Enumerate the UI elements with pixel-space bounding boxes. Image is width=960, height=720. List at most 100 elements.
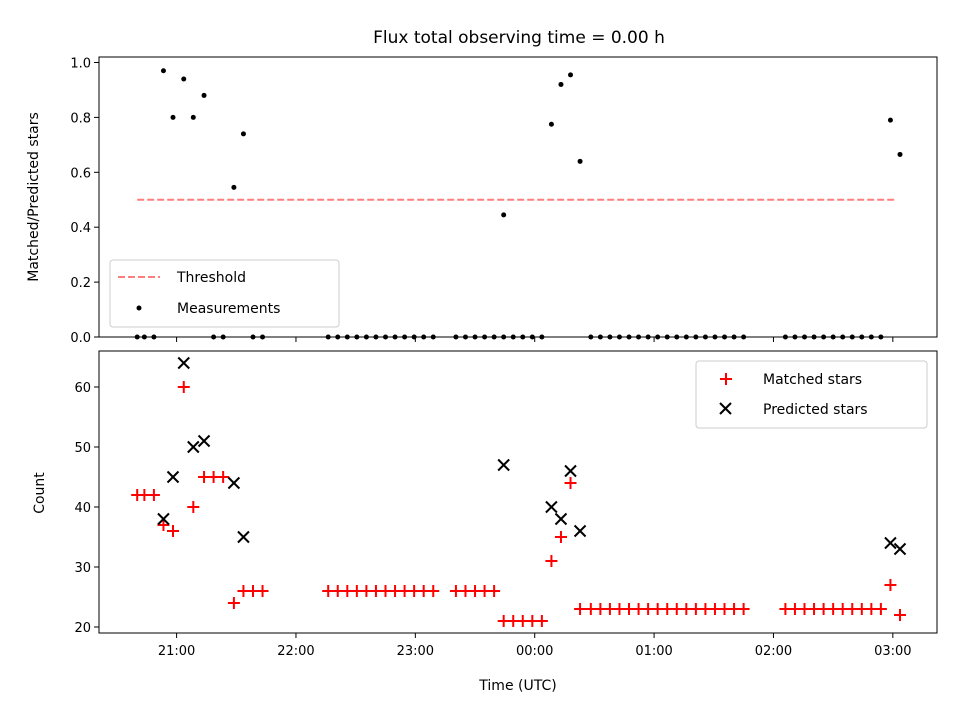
bottom-legend: Matched stars Predicted stars — [695, 360, 928, 429]
matched-star-point — [574, 603, 587, 615]
matched-star-point — [227, 597, 240, 609]
bottom-y-tick-label: 20 — [74, 621, 91, 636]
measurement-point — [344, 334, 350, 340]
predicted-star-point — [497, 458, 510, 472]
measurement-point — [211, 334, 217, 340]
matched-star-point — [554, 531, 567, 543]
top-y-tick-label: 0.8 — [70, 111, 91, 126]
matched-star-point — [147, 489, 160, 501]
predicted-star-point — [197, 434, 211, 448]
bottom-y-tick-label: 30 — [74, 561, 91, 576]
x-tick-label: 03:00 — [874, 644, 911, 659]
predicted-star-point — [187, 440, 200, 454]
matched-star-point — [256, 585, 269, 597]
x-tick-label: 23:00 — [397, 644, 434, 659]
measurement-point — [231, 184, 237, 190]
legend-threshold-label: Threshold — [176, 270, 246, 286]
measurement-point — [849, 334, 855, 340]
matched-star-point — [564, 477, 577, 489]
measurement-point — [354, 334, 360, 340]
bottom-x-ticks: 21:00 22:00 23:00 00:00 01:00 02:00 03:00 — [158, 633, 912, 659]
top-y-tick-label: 0.2 — [70, 276, 91, 291]
measurement-point — [325, 334, 331, 340]
measurement-point — [702, 334, 708, 340]
matched-star-point — [157, 519, 170, 531]
matched-star-point — [488, 585, 501, 597]
measurement-point — [482, 334, 488, 340]
measurement-point — [722, 334, 728, 340]
matched-star-point — [187, 501, 200, 513]
measurement-point — [201, 92, 207, 98]
predicted-star-point — [573, 524, 587, 538]
top-y-tick-label: 1.0 — [70, 56, 91, 71]
bottom-y-ticks: 20 30 40 50 60 — [74, 381, 99, 636]
matched-star-point — [737, 603, 750, 615]
predicted-star-point — [157, 512, 170, 526]
measurement-point — [529, 334, 535, 340]
measurement-point — [190, 114, 196, 120]
measurement-point — [607, 334, 613, 340]
predicted-star-point — [884, 536, 897, 550]
measurement-point — [421, 334, 427, 340]
x-tick-label: 01:00 — [635, 644, 672, 659]
bottom-y-tick-label: 50 — [74, 441, 91, 456]
measurement-point — [683, 334, 689, 340]
x-tick-label: 21:00 — [158, 644, 195, 659]
measurement-point — [373, 334, 379, 340]
legend-measurements-label: Measurements — [177, 301, 280, 317]
matched-star-point — [177, 381, 190, 393]
matched-star-point — [893, 609, 906, 621]
measurement-point — [616, 334, 622, 340]
x-tick-label: 22:00 — [277, 644, 314, 659]
measurement-point — [878, 334, 884, 340]
legend-matched-label: Matched stars — [763, 372, 862, 388]
measurement-point — [712, 334, 718, 340]
measurement-point — [645, 334, 651, 340]
measurement-point — [811, 334, 817, 340]
measurement-point — [501, 212, 507, 218]
measurement-point — [430, 334, 436, 340]
measurement-point — [664, 334, 670, 340]
measurement-point — [411, 334, 417, 340]
predicted-star-point — [227, 476, 241, 490]
legend-measurements-swatch — [136, 305, 142, 311]
measurement-point — [636, 334, 642, 340]
top-y-ticks: 0.0 0.2 0.4 0.6 0.8 1.0 — [70, 56, 99, 346]
measurement-point — [868, 334, 874, 340]
predicted-star-point — [177, 356, 190, 370]
top-y-axis-label: Matched/Predicted stars — [26, 112, 42, 282]
matched-star-point — [217, 471, 230, 483]
measurement-point — [674, 334, 680, 340]
measurement-point — [510, 334, 516, 340]
measurement-point — [577, 158, 583, 164]
measurement-point — [141, 334, 147, 340]
predicted-star-point — [166, 470, 180, 484]
predicted-star-point — [554, 512, 568, 526]
measurement-point — [472, 334, 478, 340]
measurement-point — [402, 334, 408, 340]
matched-star-point — [545, 555, 558, 567]
measurement-point — [597, 334, 603, 340]
measurement-point — [392, 334, 398, 340]
measurement-point — [170, 114, 176, 120]
measurement-point — [240, 131, 246, 137]
bottom-y-axis-label: Count — [32, 472, 48, 514]
matched-star-point — [427, 585, 440, 597]
top-x-ticks — [176, 337, 894, 342]
bottom-y-tick-label: 60 — [74, 381, 91, 396]
measurement-point — [134, 334, 140, 340]
measurement-point — [181, 76, 187, 82]
measurement-point — [520, 334, 526, 340]
measurement-point — [655, 334, 661, 340]
measurement-point — [382, 334, 388, 340]
measurement-point — [840, 334, 846, 340]
top-marks — [134, 68, 903, 340]
bottom-marks — [131, 356, 907, 627]
measurement-point — [462, 334, 468, 340]
bottom-legend-box — [695, 360, 928, 429]
measurement-point — [821, 334, 827, 340]
measurement-point — [501, 334, 507, 340]
measurement-point — [558, 81, 564, 87]
predicted-star-point — [564, 464, 577, 478]
